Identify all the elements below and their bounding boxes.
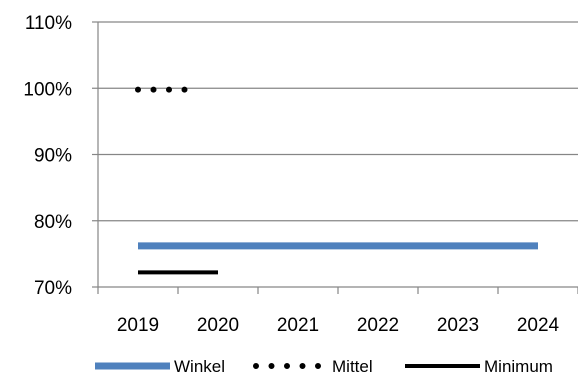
axes [92,21,578,294]
y-tick-label: 110% [25,13,72,34]
x-tick-label: 2019 [117,315,159,336]
x-tick-label: 2022 [357,315,399,336]
y-tick-label: 70% [34,278,72,299]
y-tick-label: 90% [34,146,72,167]
grid-lines [98,21,578,222]
tick-labels: 70% 80% 90% 100% 110% 2019 2020 2021 2022 2023 202… [23,13,559,336]
series-lines [135,86,538,275]
x-tick-label: 2021 [277,315,319,336]
legend-label-minimum: Minimum [484,357,553,374]
x-tick-label: 2023 [437,315,479,336]
y-tick-label: 80% [34,212,72,233]
x-tick-label: 2024 [517,315,560,336]
y-tick-label: 100% [23,79,72,100]
legend: Winkel Mittel Minimum [95,357,553,376]
legend-label-mittel: Mittel [332,357,373,374]
legend-label-winkel: Winkel [174,357,225,374]
x-tick-label: 2020 [197,315,239,336]
